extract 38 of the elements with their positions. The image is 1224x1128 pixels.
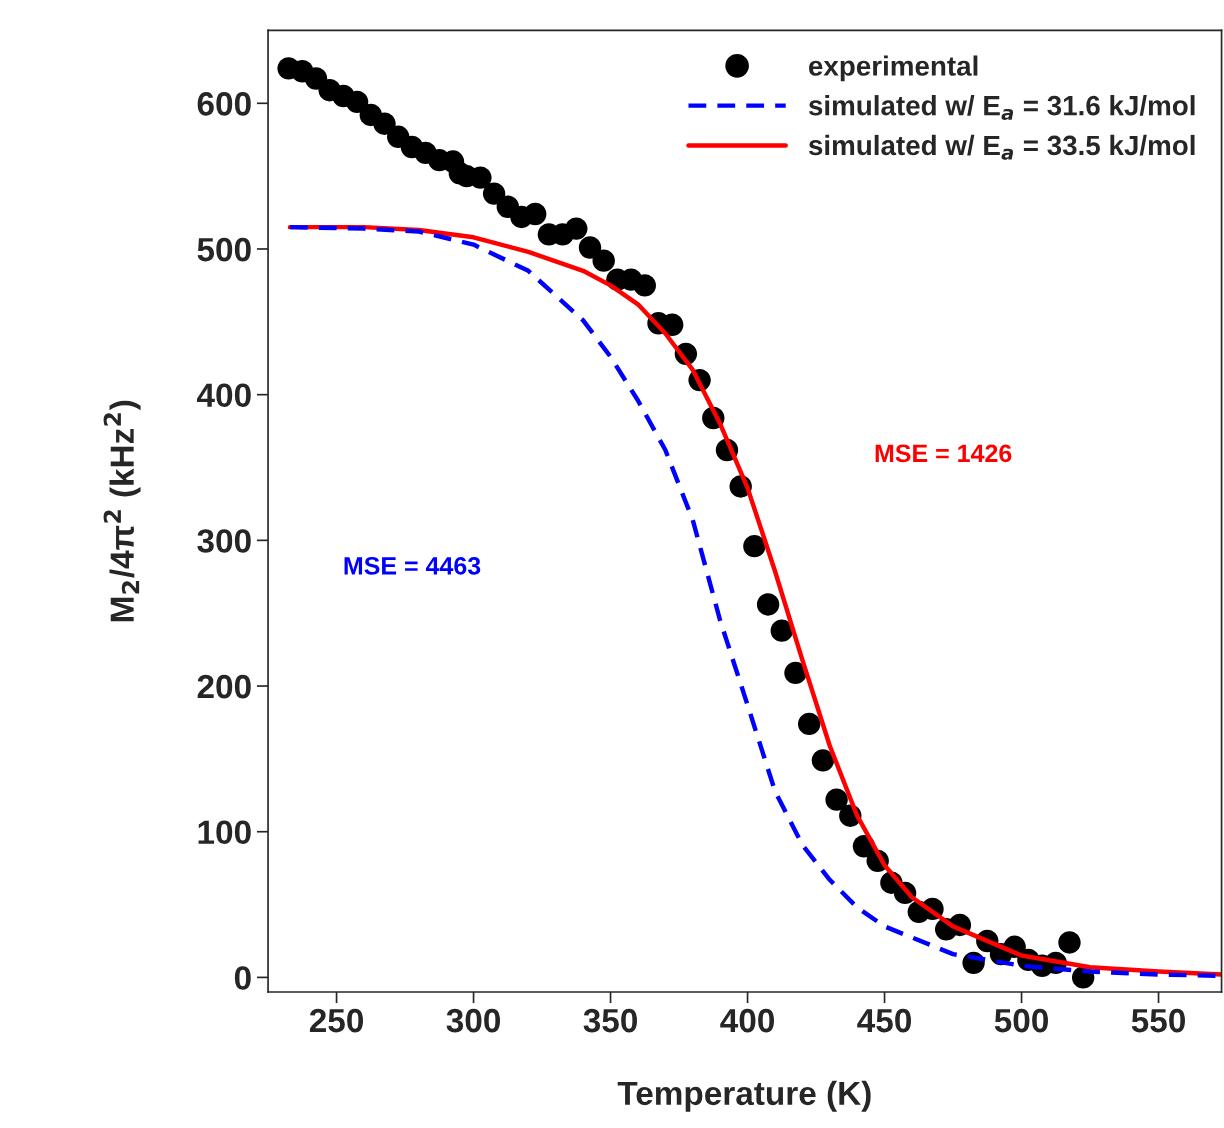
point — [798, 712, 821, 736]
legend-label: simulated w/ E$_{a}$ = 33.5 kJ/mol — [808, 134, 1195, 160]
point — [578, 236, 602, 259]
y-tick-label: 200 — [197, 674, 251, 699]
x-tick-label: 550 — [1131, 1008, 1185, 1033]
legend-label: experimental — [809, 55, 978, 82]
point — [784, 661, 807, 685]
point — [756, 593, 780, 616]
legend-label: simulated w/ E$_{a}$ = 31.6 kJ/mol — [808, 95, 1195, 121]
point — [482, 182, 506, 205]
point — [592, 249, 615, 272]
annotation: MSE = 4463 — [344, 556, 481, 575]
y-axis-title: M$_{2}$/4π$^{2}$ (kHz$^{2}$) — [103, 400, 141, 622]
point — [524, 202, 547, 226]
point — [825, 788, 848, 811]
point — [469, 166, 492, 189]
y-tick-label: 300 — [197, 529, 251, 553]
y-tick-label: 500 — [197, 237, 251, 262]
x-tick-label: 400 — [720, 1008, 774, 1033]
x-axis-title: Temperature (K) — [617, 1080, 871, 1112]
x-tick-label: 250 — [309, 1008, 363, 1033]
y-tick-label: 0 — [234, 966, 251, 990]
x-tick-label: 300 — [446, 1008, 500, 1033]
point — [373, 112, 396, 135]
y-tick-label: 400 — [196, 383, 251, 408]
x-tick-label: 450 — [857, 1008, 911, 1033]
point — [1058, 931, 1081, 954]
x-tick-label: 500 — [994, 1008, 1048, 1033]
y-tick-label: 100 — [198, 820, 251, 845]
point — [743, 534, 766, 558]
y-tick-label: 600 — [197, 92, 251, 116]
point — [633, 274, 656, 297]
annotation: MSE = 1426 — [875, 444, 1012, 463]
point — [345, 90, 369, 114]
point — [770, 619, 793, 642]
x-tick-label: 350 — [583, 1008, 637, 1033]
point — [811, 749, 835, 772]
point — [565, 217, 588, 240]
